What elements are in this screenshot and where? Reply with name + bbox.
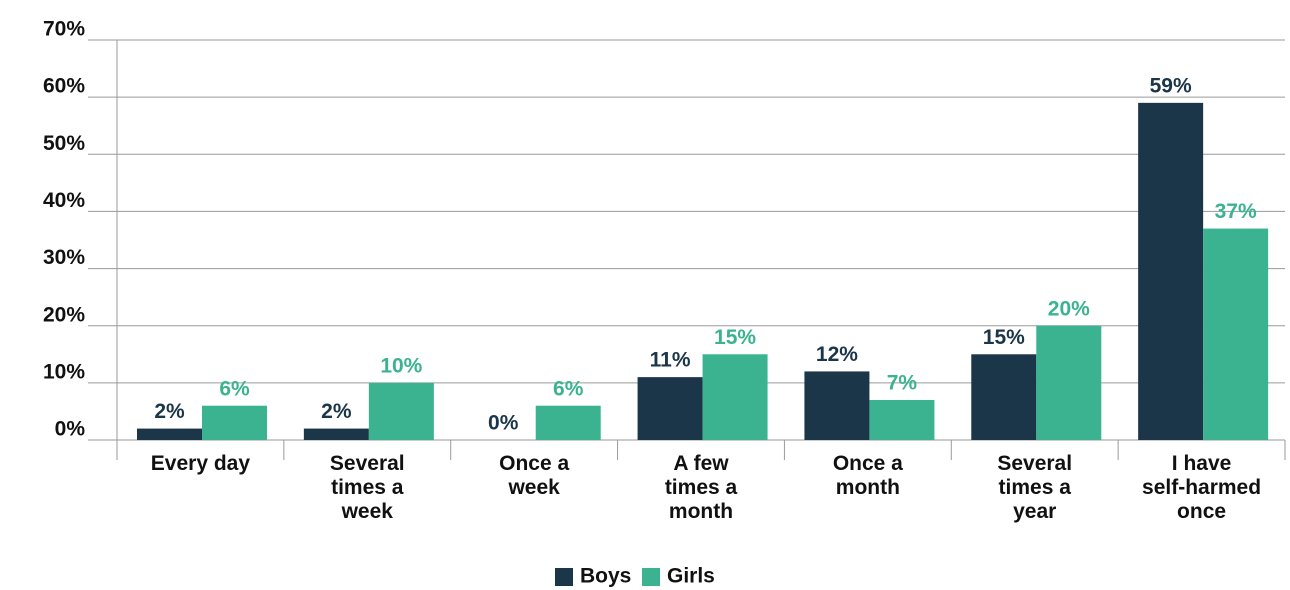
bar <box>637 377 703 440</box>
legend-label: Girls <box>667 565 715 588</box>
data-label: 11% <box>650 349 691 372</box>
data-label: 37% <box>1215 200 1257 223</box>
bar <box>303 428 369 440</box>
legend-swatch <box>555 568 573 586</box>
data-label: 7% <box>887 372 918 395</box>
bar <box>869 400 935 440</box>
bar <box>535 405 601 440</box>
bar <box>1203 228 1269 440</box>
bar <box>702 354 768 440</box>
data-label: 12% <box>816 343 858 366</box>
y-tick-label: 60% <box>43 75 85 98</box>
data-label: 20% <box>1048 297 1090 320</box>
y-tick-label: 10% <box>43 360 85 383</box>
bar <box>1138 102 1204 440</box>
x-tick-label: Once a month <box>832 452 903 499</box>
x-tick-label: Several times a year <box>997 452 1073 523</box>
data-label: 6% <box>553 377 584 400</box>
x-tick-label: Several times a week <box>329 452 405 523</box>
y-tick-label: 40% <box>43 189 85 212</box>
bar <box>804 371 870 440</box>
bar <box>971 354 1037 440</box>
y-tick-label: 0% <box>55 418 86 441</box>
x-tick-label: Once a week <box>499 452 570 499</box>
y-tick-label: 50% <box>43 132 85 155</box>
data-label: 15% <box>714 326 756 349</box>
data-label: 59% <box>1150 74 1192 97</box>
bar <box>368 382 434 440</box>
data-label: 15% <box>983 326 1025 349</box>
bar <box>202 405 267 440</box>
data-label: 2% <box>154 400 185 423</box>
y-tick-label: 30% <box>43 246 85 269</box>
bar <box>137 428 202 440</box>
data-label: 0% <box>488 412 519 435</box>
y-tick-label: 20% <box>43 303 85 326</box>
legend-swatch <box>642 568 660 586</box>
legend-label: Boys <box>580 565 631 588</box>
y-tick-label: 70% <box>43 18 85 41</box>
data-label: 2% <box>321 400 352 423</box>
x-tick-label: Every day <box>150 452 251 475</box>
bar <box>1036 325 1102 440</box>
x-tick-label: A few times a month <box>664 452 738 523</box>
x-tick-label: I have self-harmed once <box>1142 452 1262 523</box>
data-label: 10% <box>380 354 422 377</box>
data-label: 6% <box>219 377 250 400</box>
